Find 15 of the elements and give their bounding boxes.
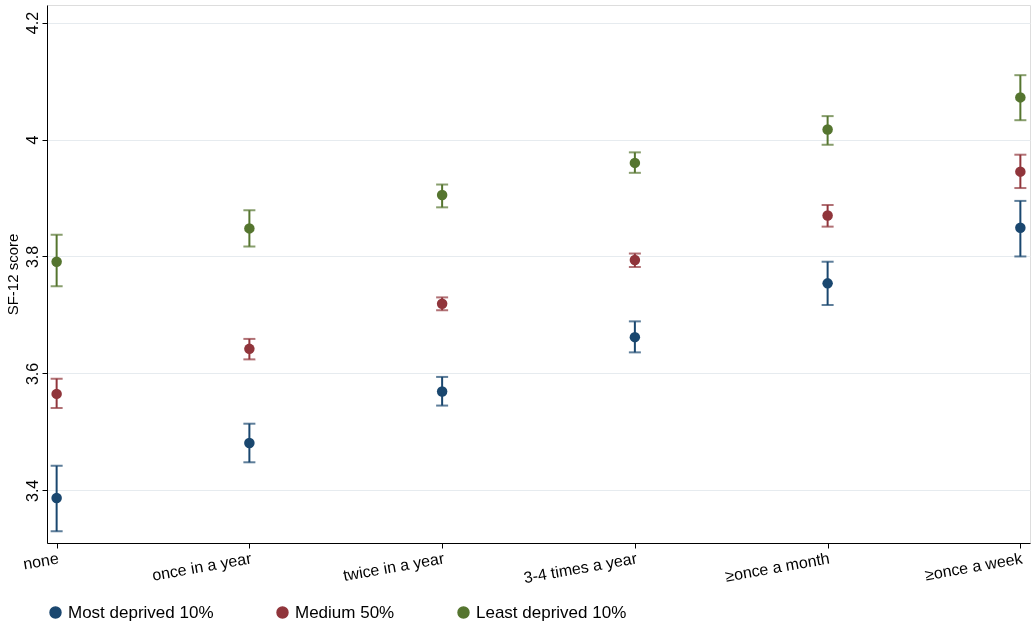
legend-label: Least deprived 10% (476, 602, 627, 622)
legend-label: Most deprived 10% (68, 602, 214, 622)
y-tick-label: 4.2 (23, 11, 41, 35)
x-tick-label: twice in a year (341, 549, 447, 585)
x-tick-label: none (21, 549, 61, 573)
y-axis-title: SF-12 score (3, 233, 21, 316)
y-tick-label: 3.8 (23, 245, 41, 269)
x-tick-label: once in a year (150, 549, 254, 584)
legend-label: Medium 50% (295, 602, 395, 622)
y-tick-label: 3.6 (23, 362, 41, 386)
x-tick-label: ≥once a week (923, 549, 1025, 584)
x-tick-label: ≥once a month (723, 549, 831, 585)
x-tick-label: 3-4 times a year (522, 549, 639, 587)
y-tick-label: 4 (23, 135, 41, 145)
y-tick-label: 3.4 (23, 479, 41, 502)
